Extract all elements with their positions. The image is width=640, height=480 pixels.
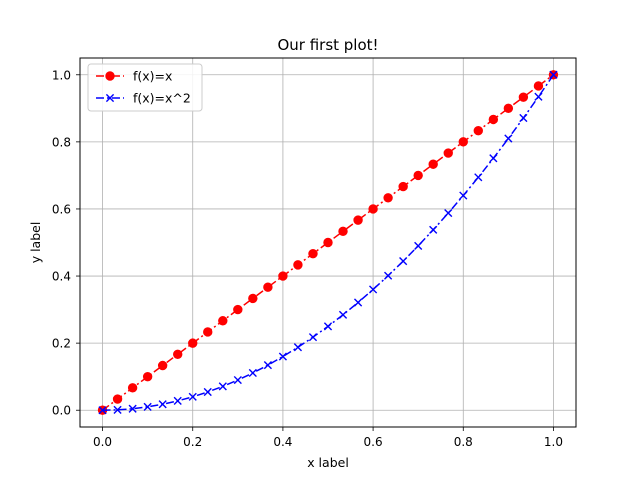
data-point-circle: [203, 327, 213, 337]
data-point-x: [113, 405, 122, 414]
y-tick-label: 0.2: [52, 337, 71, 351]
data-point-circle: [413, 170, 423, 181]
data-point-x: [429, 225, 438, 234]
data-point-circle: [188, 338, 198, 348]
data-point-circle: [293, 260, 303, 270]
data-point-x: [489, 154, 498, 163]
data-point-x: [263, 361, 272, 370]
data-point-circle: [428, 159, 438, 169]
legend-marker: [105, 71, 115, 81]
series-2: [98, 70, 558, 415]
y-tick-label: 0.4: [52, 270, 71, 284]
data-point-x: [534, 92, 543, 101]
y-tick-label: 1.0: [52, 68, 71, 82]
data-point-x: [248, 368, 257, 378]
series-layer: [97, 70, 559, 415]
data-point-x: [293, 343, 303, 352]
data-point-circle: [338, 226, 348, 237]
data-point-circle: [518, 92, 529, 102]
data-point-x: [128, 404, 137, 413]
data-point-x: [399, 257, 408, 266]
data-point-x: [173, 396, 182, 405]
legend-item: f(x)=x^2: [96, 91, 191, 106]
legend: f(x)=x f(x)=x^2: [87, 63, 203, 112]
series-1: [97, 70, 559, 415]
x-tick-label: 0.0: [93, 435, 112, 449]
chart-title: Our first plot!: [277, 36, 378, 54]
data-point-x: [504, 134, 513, 143]
data-point-x: [519, 113, 528, 123]
data-point-circle: [127, 383, 138, 393]
data-point-x: [353, 298, 363, 307]
data-point-x: [143, 402, 152, 411]
data-point-x: [158, 400, 167, 409]
data-point-circle: [368, 204, 378, 214]
grid: [80, 58, 576, 427]
data-point-circle: [398, 181, 408, 192]
data-point-x: [323, 322, 333, 331]
data-point-circle: [308, 248, 318, 259]
ticks: 0.0 0.2 0.4 0.6 0.8 1.0 0.0 0.2 0.4 0.6 0.8 1.0: [52, 68, 563, 449]
x-tick-label: 0.8: [454, 435, 473, 449]
data-point-x: [368, 285, 378, 294]
data-point-x: [233, 375, 242, 385]
data-point-x: [474, 173, 483, 182]
data-point-circle: [383, 193, 393, 203]
data-point-circle: [218, 316, 228, 326]
y-tick-label: 0.6: [52, 202, 71, 216]
y-tick-label: 0.0: [52, 404, 71, 418]
y-axis-label: y label: [28, 222, 43, 264]
data-point-circle: [278, 271, 288, 281]
data-point-circle: [323, 237, 333, 248]
data-point-circle: [353, 215, 363, 225]
data-point-circle: [112, 394, 123, 404]
data-point-x: [384, 271, 393, 280]
data-point-circle: [533, 81, 544, 91]
plot-frame: [79, 57, 577, 428]
data-point-x: [188, 392, 197, 401]
data-point-circle: [443, 148, 453, 158]
data-point-x: [308, 333, 318, 342]
data-point-x: [278, 352, 288, 361]
legend-marker: [105, 93, 115, 103]
legend-item: f(x)=x: [96, 69, 172, 84]
data-point-circle: [157, 360, 168, 371]
data-point-circle: [503, 103, 514, 114]
data-point-x: [549, 70, 558, 79]
data-point-x: [459, 191, 468, 200]
x-axis-label: x label: [307, 455, 349, 470]
data-point-circle: [458, 137, 468, 147]
data-point-x: [444, 208, 453, 218]
data-point-circle: [233, 304, 243, 315]
data-point-x: [218, 382, 227, 391]
x-tick-label: 1.0: [544, 435, 563, 449]
data-point-circle: [248, 293, 258, 304]
data-point-circle: [488, 114, 499, 125]
x-tick-label: 0.2: [183, 435, 202, 449]
data-point-x: [203, 387, 212, 397]
data-point-x: [98, 406, 107, 415]
data-point-circle: [263, 282, 273, 292]
x-tick-label: 0.4: [273, 435, 292, 449]
x-tick-label: 0.6: [364, 435, 383, 449]
data-point-circle: [473, 125, 483, 136]
legend-label: f(x)=x^2: [133, 91, 191, 106]
data-point-x: [414, 241, 423, 250]
legend-label: f(x)=x: [133, 69, 172, 84]
data-point-circle: [173, 349, 183, 360]
data-point-x: [338, 310, 348, 319]
y-tick-label: 0.8: [52, 135, 71, 149]
data-point-circle: [142, 371, 153, 382]
